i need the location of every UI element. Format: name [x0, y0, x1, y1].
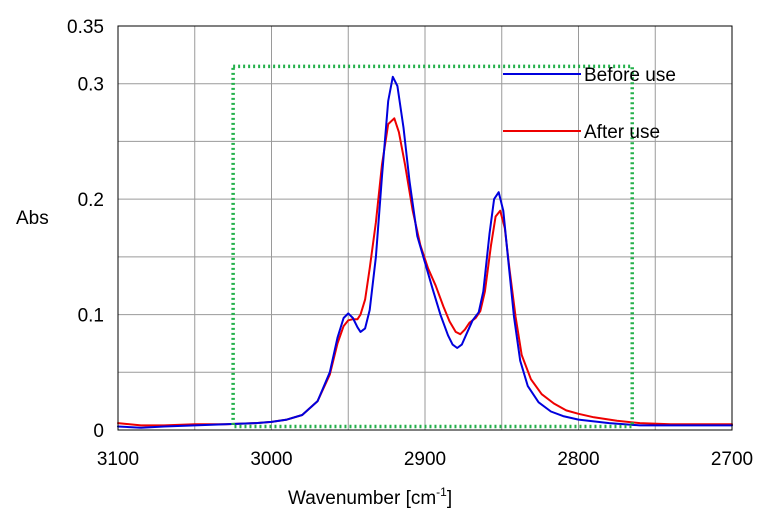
series-line [117, 75, 733, 429]
y-tick-label: 0.1 [78, 306, 104, 327]
x-tick-label: 2900 [404, 449, 446, 470]
legend-label: After use [584, 122, 660, 143]
x-tick-label: 2800 [557, 449, 599, 470]
plot-frame [117, 25, 733, 431]
y-tick-label: 0 [93, 421, 104, 442]
data-series [117, 75, 733, 429]
x-axis-label-suffix: ] [447, 488, 452, 509]
legend: Before use After use [503, 65, 676, 143]
y-tick-label: 0.2 [78, 190, 104, 211]
tick-labels: 3100 3000 2900 2800 2700 0 0.1 0.2 0.3 0.35 [67, 17, 753, 470]
x-tick-label: 3000 [250, 449, 292, 470]
x-axis-label-main: Wavenumber [cm [288, 488, 436, 509]
y-axis-label: Abs [16, 208, 49, 229]
x-axis-label-superscript: -1 [436, 485, 447, 499]
y-tick-label: 0.35 [67, 17, 104, 38]
grid-lines [118, 26, 732, 430]
x-tick-label: 3100 [97, 449, 139, 470]
y-tick-label: 0.3 [78, 75, 104, 96]
x-axis-label: Wavenumber [cm-1] [288, 485, 452, 509]
legend-label: Before use [584, 65, 676, 86]
x-tick-label: 2700 [711, 449, 753, 470]
